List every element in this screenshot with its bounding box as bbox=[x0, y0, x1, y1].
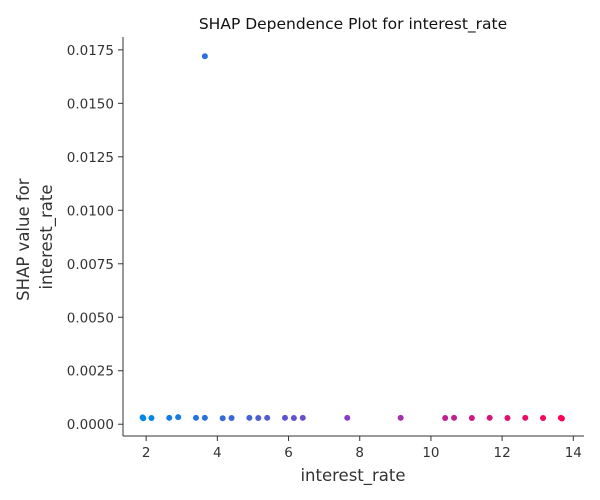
y-tick-label: 0.0100 bbox=[67, 203, 114, 219]
x-tick-label: 6 bbox=[284, 445, 293, 461]
scatter-point bbox=[192, 414, 199, 421]
x-tick-label: 14 bbox=[565, 445, 582, 461]
scatter-point bbox=[290, 415, 297, 422]
scatter-point bbox=[522, 414, 529, 421]
y-tick-label: 0.0150 bbox=[67, 96, 114, 112]
scatter-point bbox=[504, 415, 511, 422]
y-tick-label: 0.0050 bbox=[67, 310, 114, 326]
x-axis-label: interest_rate bbox=[300, 466, 405, 486]
scatter-point bbox=[540, 415, 547, 422]
scatter-point bbox=[451, 414, 458, 421]
scatter-point bbox=[148, 415, 155, 422]
y-tick-label: 0.0175 bbox=[67, 43, 114, 59]
y-axis-ticks: 0.0000 0.0025 0.0050 0.0075 0.0100 0.0125 0.01… bbox=[67, 43, 123, 433]
x-tick-label: 2 bbox=[142, 445, 151, 461]
scatter-point bbox=[228, 415, 235, 422]
y-tick-label: 0.0075 bbox=[67, 257, 114, 273]
scatter-point bbox=[558, 415, 565, 422]
scatter-point bbox=[397, 414, 404, 421]
scatter-point bbox=[344, 414, 351, 421]
y-tick-label: 0.0025 bbox=[67, 364, 114, 380]
scatter-point bbox=[281, 414, 288, 421]
scatter-point bbox=[299, 414, 306, 421]
scatter-point bbox=[201, 414, 208, 421]
chart-title: SHAP Dependence Plot for interest_rate bbox=[199, 15, 507, 34]
y-tick-label: 0.0125 bbox=[67, 150, 114, 166]
y-axis-label-line-1: SHAP value for bbox=[14, 178, 33, 301]
y-axis-label: SHAP value for interest_rate bbox=[14, 173, 57, 301]
scatter-point bbox=[246, 414, 253, 421]
scatter-point bbox=[468, 415, 475, 422]
scatter-point bbox=[264, 414, 271, 421]
scatter-points bbox=[139, 53, 565, 422]
scatter-point bbox=[219, 415, 226, 422]
x-tick-label: 10 bbox=[422, 445, 439, 461]
scatter-point bbox=[255, 415, 262, 422]
scatter-point bbox=[442, 415, 449, 422]
y-tick-label: 0.0000 bbox=[67, 417, 114, 433]
scatter-point bbox=[140, 415, 147, 422]
x-tick-label: 12 bbox=[494, 445, 511, 461]
scatter-point bbox=[486, 414, 493, 421]
x-tick-label: 4 bbox=[213, 445, 222, 461]
x-axis-ticks: 2 4 6 8 10 12 14 bbox=[142, 436, 582, 461]
scatter-point bbox=[201, 53, 208, 60]
scatter-point bbox=[175, 414, 182, 421]
scatter-point bbox=[166, 414, 173, 421]
x-tick-label: 8 bbox=[355, 445, 364, 461]
y-axis-label-line-2: interest_rate bbox=[37, 184, 57, 289]
